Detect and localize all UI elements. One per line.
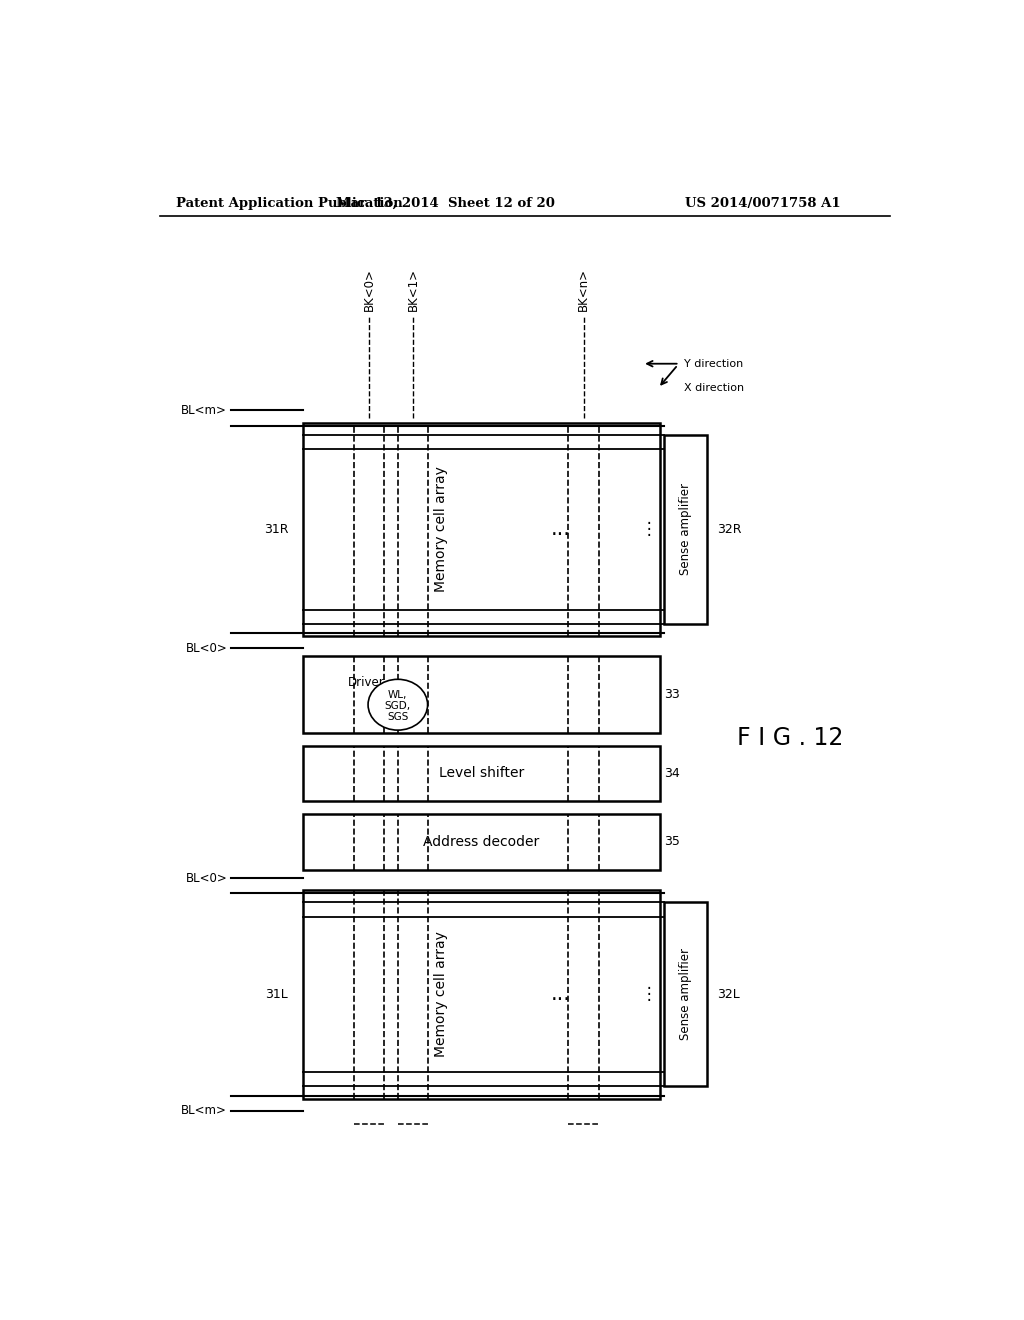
Text: Driver: Driver bbox=[348, 676, 384, 689]
Text: Mar. 13, 2014  Sheet 12 of 20: Mar. 13, 2014 Sheet 12 of 20 bbox=[336, 197, 555, 210]
Text: BL<m>: BL<m> bbox=[181, 404, 227, 417]
Text: 32R: 32R bbox=[717, 523, 741, 536]
Text: Memory cell array: Memory cell array bbox=[434, 932, 449, 1057]
Text: SGS: SGS bbox=[387, 711, 409, 722]
Text: 31L: 31L bbox=[265, 987, 289, 1001]
Bar bbox=[303, 746, 659, 801]
Text: US 2014/0071758 A1: US 2014/0071758 A1 bbox=[685, 197, 841, 210]
Bar bbox=[303, 422, 659, 636]
Bar bbox=[303, 814, 659, 870]
Ellipse shape bbox=[368, 680, 428, 730]
Text: ...: ... bbox=[551, 519, 570, 540]
Text: Sense amplifier: Sense amplifier bbox=[679, 483, 692, 576]
Text: X direction: X direction bbox=[684, 383, 743, 393]
Text: Memory cell array: Memory cell array bbox=[434, 466, 449, 593]
Text: BK<1>: BK<1> bbox=[407, 268, 420, 312]
Text: 34: 34 bbox=[664, 767, 680, 780]
Text: Level shifter: Level shifter bbox=[438, 767, 524, 780]
Text: ⋮: ⋮ bbox=[641, 520, 657, 539]
Text: BK<0>: BK<0> bbox=[362, 268, 376, 312]
Text: SGD,: SGD, bbox=[385, 701, 411, 710]
Text: Y direction: Y direction bbox=[684, 359, 742, 368]
Text: BK<n>: BK<n> bbox=[578, 268, 590, 312]
Bar bbox=[664, 434, 708, 624]
Bar bbox=[664, 903, 708, 1086]
Text: 35: 35 bbox=[664, 836, 680, 849]
Text: Sense amplifier: Sense amplifier bbox=[679, 948, 692, 1040]
Text: WL,: WL, bbox=[388, 689, 408, 700]
Bar bbox=[303, 656, 659, 733]
Text: 33: 33 bbox=[664, 688, 680, 701]
Bar bbox=[303, 890, 659, 1098]
Text: 31R: 31R bbox=[264, 523, 289, 536]
Text: BL<m>: BL<m> bbox=[181, 1105, 227, 1117]
Text: 32L: 32L bbox=[717, 987, 739, 1001]
Text: Address decoder: Address decoder bbox=[423, 836, 540, 849]
Text: ...: ... bbox=[551, 985, 570, 1005]
Text: F I G . 12: F I G . 12 bbox=[737, 726, 844, 750]
Text: BL<0>: BL<0> bbox=[185, 642, 227, 655]
Text: ⋮: ⋮ bbox=[641, 986, 657, 1003]
Text: Patent Application Publication: Patent Application Publication bbox=[176, 197, 402, 210]
Text: BL<0>: BL<0> bbox=[185, 871, 227, 884]
